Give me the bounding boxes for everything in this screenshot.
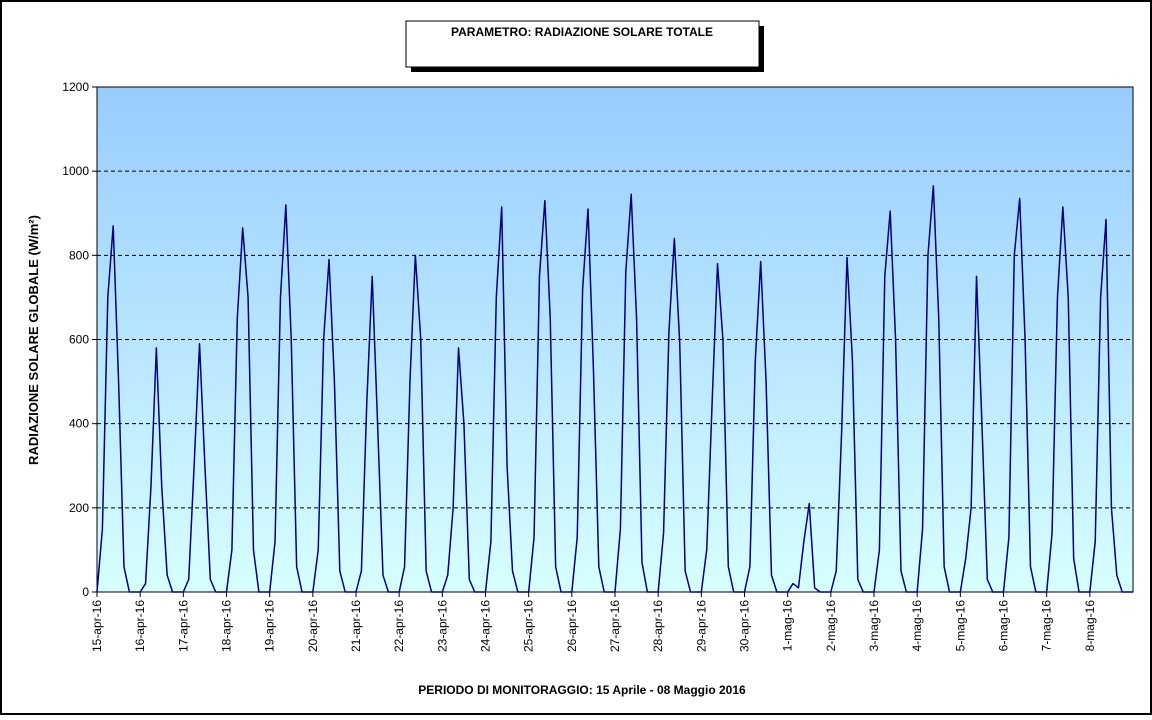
x-tick-label: 26-apr-16 [565,600,579,652]
x-tick-label: 30-apr-16 [738,600,752,652]
x-tick-label: 21-apr-16 [349,600,363,652]
x-tick-label: 18-apr-16 [220,600,234,652]
x-tick-label: 28-apr-16 [651,600,665,652]
x-tick-label: 3-mag-16 [867,600,881,652]
y-tick-label: 0 [82,585,89,599]
chart-title: PARAMETRO: RADIAZIONE SOLARE TOTALE [451,25,713,39]
y-tick-label: 400 [69,417,89,431]
data-line [96,185,1133,593]
x-tick-label: 15-apr-16 [90,600,104,652]
y-axis-title: RADIAZIONE SOLARE GLOBALE (W/m²) [26,215,41,465]
x-tick-label: 6-mag-16 [997,600,1011,652]
y-tick-label: 800 [69,248,89,262]
x-tick-label: 17-apr-16 [176,600,190,652]
x-tick-label: 1-mag-16 [781,600,795,652]
x-axis-title: PERIODO DI MONITORAGGIO: 15 Aprile - 08 … [418,683,746,697]
title-box [405,20,760,68]
y-tick-label: 1000 [62,164,89,178]
x-tick-label: 25-apr-16 [522,600,536,652]
y-tick-label: 1200 [62,80,89,94]
x-tick-label: 5-mag-16 [953,600,967,652]
x-tick-label: 23-apr-16 [435,600,449,652]
y-tick-label: 600 [69,333,89,347]
x-tick-label: 20-apr-16 [306,600,320,652]
x-tick-label: 2-mag-16 [824,600,838,652]
y-tick-label: 200 [69,501,89,515]
x-tick-label: 29-apr-16 [694,600,708,652]
x-tick-label: 22-apr-16 [392,600,406,652]
x-tick-label: 8-mag-16 [1083,600,1097,652]
x-tick-label: 16-apr-16 [133,600,147,652]
x-tick-label: 4-mag-16 [910,600,924,652]
x-tick-label: 19-apr-16 [263,600,277,652]
x-tick-label: 24-apr-16 [479,600,493,652]
x-tick-label: 7-mag-16 [1040,600,1054,652]
x-tick-label: 27-apr-16 [608,600,622,652]
